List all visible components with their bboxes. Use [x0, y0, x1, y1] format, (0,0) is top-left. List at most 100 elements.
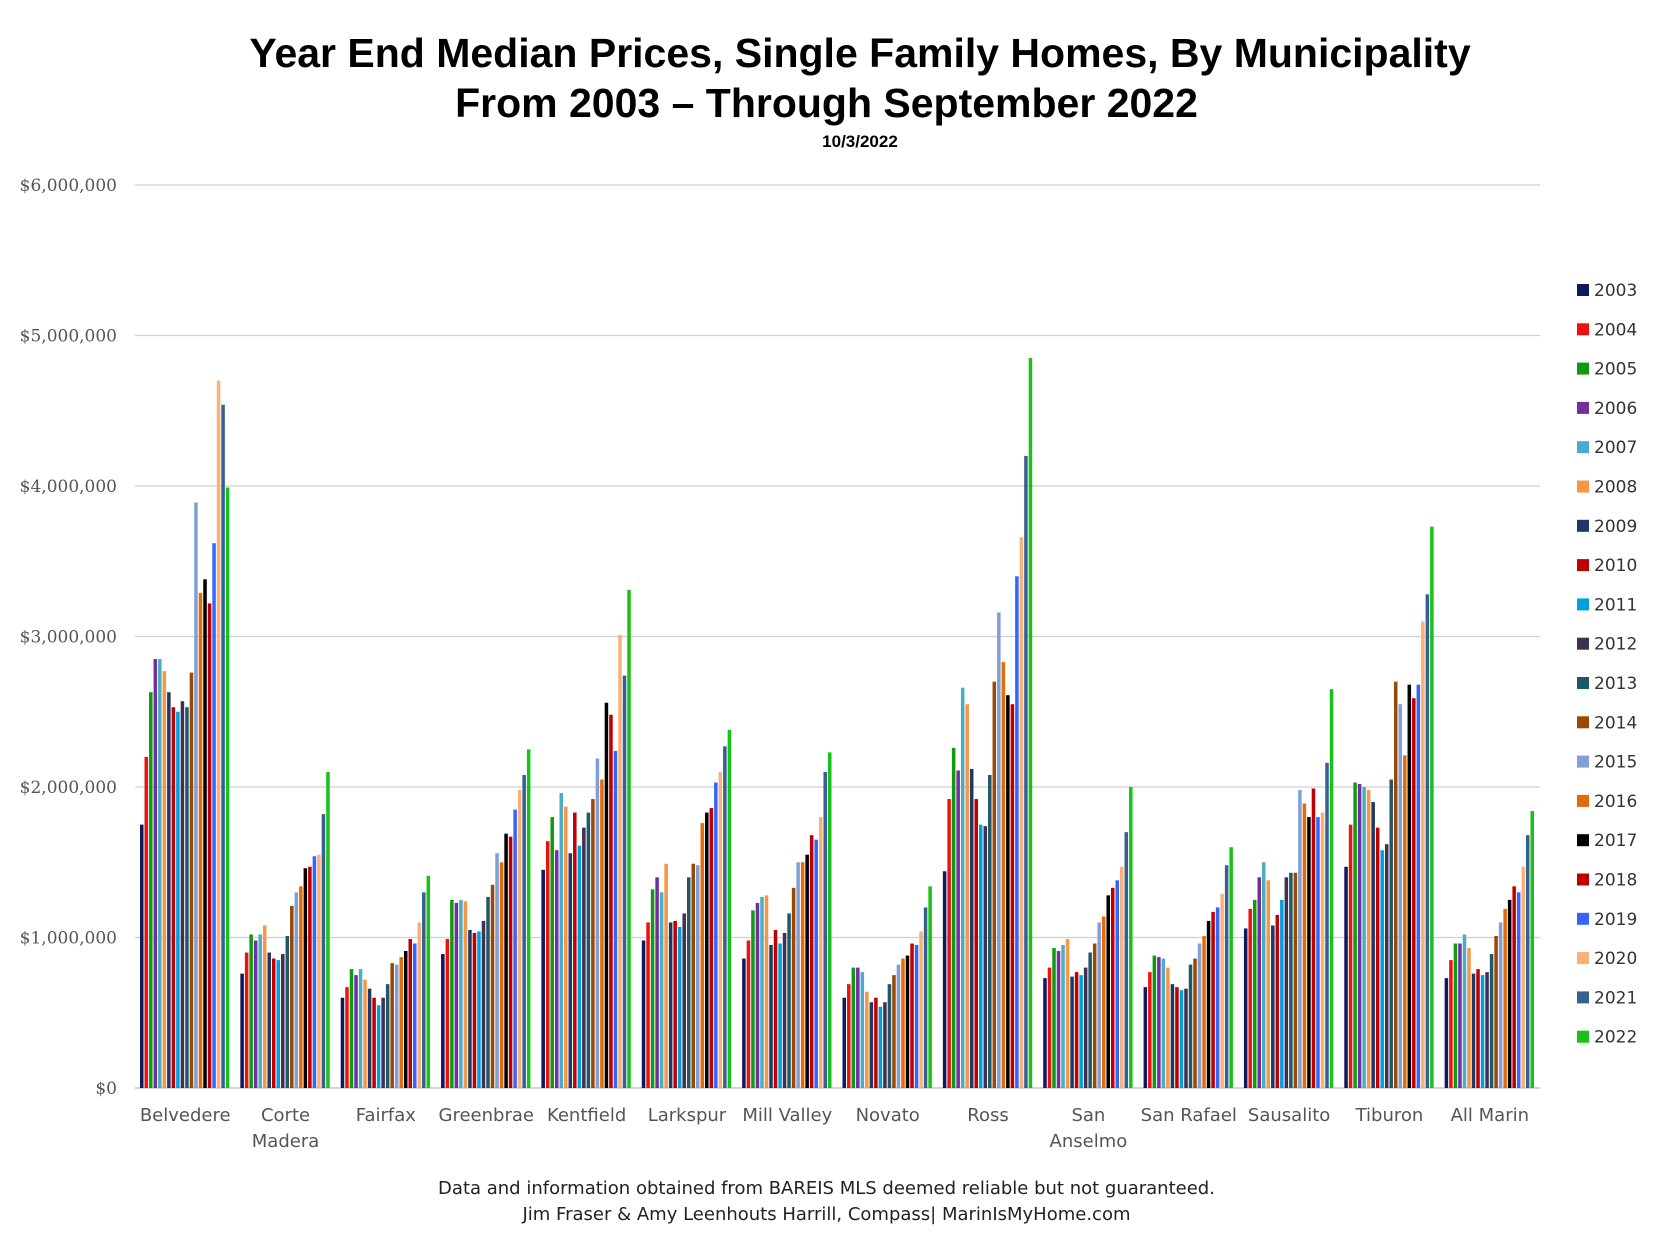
bar: [727, 729, 732, 1088]
legend-label: 2003: [1594, 281, 1637, 301]
chart-date: 10/3/2022: [822, 132, 898, 151]
bar: [144, 756, 149, 1088]
bar: [408, 939, 412, 1088]
footer-credit: Jim Fraser & Amy Leenhouts Harrill, Comp…: [522, 1204, 1131, 1225]
gridlines: [135, 184, 1540, 1089]
bar: [682, 913, 686, 1088]
footer-disclaimer: Data and information obtained from BAREI…: [438, 1178, 1215, 1199]
bar: [285, 936, 290, 1088]
bar: [673, 920, 677, 1088]
bar: [1462, 934, 1467, 1088]
bar: [459, 899, 463, 1089]
bar: [445, 939, 450, 1088]
bar: [869, 1002, 874, 1088]
bar: [1088, 952, 1092, 1088]
bar: [1243, 928, 1248, 1088]
bar: [577, 845, 582, 1088]
bar: [874, 997, 878, 1088]
bar: [1175, 987, 1179, 1088]
bar: [1224, 865, 1229, 1088]
bar: [742, 958, 746, 1088]
bar: [746, 940, 751, 1088]
bar: [600, 779, 604, 1088]
legend-swatch: [1577, 284, 1589, 296]
bar: [271, 958, 276, 1088]
bar: [1006, 695, 1010, 1088]
bar: [559, 793, 564, 1088]
bar: [495, 853, 499, 1088]
bar: [354, 975, 358, 1089]
bar: [1494, 936, 1498, 1088]
bar: [381, 997, 385, 1088]
bar: [472, 932, 477, 1088]
bar: [1161, 958, 1166, 1088]
bar: [1430, 526, 1434, 1088]
x-tick-label: Sausalito: [1248, 1105, 1330, 1126]
x-tick-label: All Marin: [1451, 1105, 1529, 1126]
bar: [1028, 358, 1033, 1088]
bar: [1110, 887, 1115, 1088]
bar: [1083, 967, 1088, 1088]
bar: [1444, 978, 1449, 1088]
bar: [1120, 866, 1124, 1088]
legend-swatch: [1577, 912, 1589, 925]
legend-swatch: [1577, 716, 1589, 729]
bar: [158, 659, 162, 1088]
bar: [988, 774, 992, 1088]
bar: [1170, 984, 1175, 1088]
bar: [1157, 957, 1161, 1088]
bar: [969, 768, 974, 1088]
bar: [1362, 787, 1366, 1088]
bar: [1024, 455, 1028, 1088]
bar: [363, 979, 367, 1088]
bar: [194, 502, 198, 1088]
legend-swatch: [1577, 441, 1589, 454]
bar: [655, 877, 659, 1088]
bar: [796, 862, 800, 1088]
bar: [1398, 704, 1403, 1088]
bar: [1289, 872, 1293, 1088]
bar: [1366, 790, 1371, 1088]
legend-label: 2004: [1594, 320, 1637, 340]
bar: [372, 997, 376, 1088]
bar: [185, 707, 189, 1088]
bar: [974, 799, 978, 1088]
y-tick-label: $5,000,000: [20, 327, 117, 347]
bar: [1124, 832, 1129, 1088]
legend-label: 2010: [1594, 556, 1637, 576]
x-tick-label: Ross: [967, 1105, 1008, 1126]
legend-swatch: [1577, 794, 1589, 807]
bar: [923, 907, 928, 1088]
bar: [677, 926, 682, 1088]
bar: [1471, 973, 1476, 1088]
bar: [691, 863, 695, 1088]
legend-label: 2021: [1594, 988, 1637, 1008]
bar: [1525, 835, 1530, 1088]
bar: [1348, 824, 1353, 1089]
bar: [646, 922, 650, 1088]
bar: [1266, 880, 1271, 1088]
bar: [878, 1006, 883, 1088]
bar: [1425, 594, 1430, 1088]
bar: [1458, 943, 1462, 1088]
legend-swatch: [1577, 834, 1589, 847]
bar: [1416, 684, 1421, 1088]
x-tick-label: Larkspur: [648, 1105, 727, 1126]
bar: [1129, 787, 1133, 1088]
bar: [345, 987, 349, 1088]
bar: [696, 865, 700, 1088]
bar: [367, 988, 372, 1088]
bar: [207, 603, 212, 1088]
x-tick-label: Belvedere: [140, 1105, 231, 1126]
bar: [979, 824, 983, 1089]
bar: [919, 931, 923, 1088]
y-tick-label: $0: [95, 1079, 117, 1099]
bar: [856, 967, 860, 1088]
bar: [1311, 788, 1316, 1088]
bar: [1403, 755, 1407, 1088]
bar: [1380, 850, 1384, 1088]
chart-title-line-2: From 2003 – Through September 2022: [455, 80, 1198, 126]
x-tick-label: San Rafael: [1141, 1105, 1237, 1126]
legend-label: 2006: [1594, 399, 1637, 419]
bar: [1389, 779, 1393, 1088]
